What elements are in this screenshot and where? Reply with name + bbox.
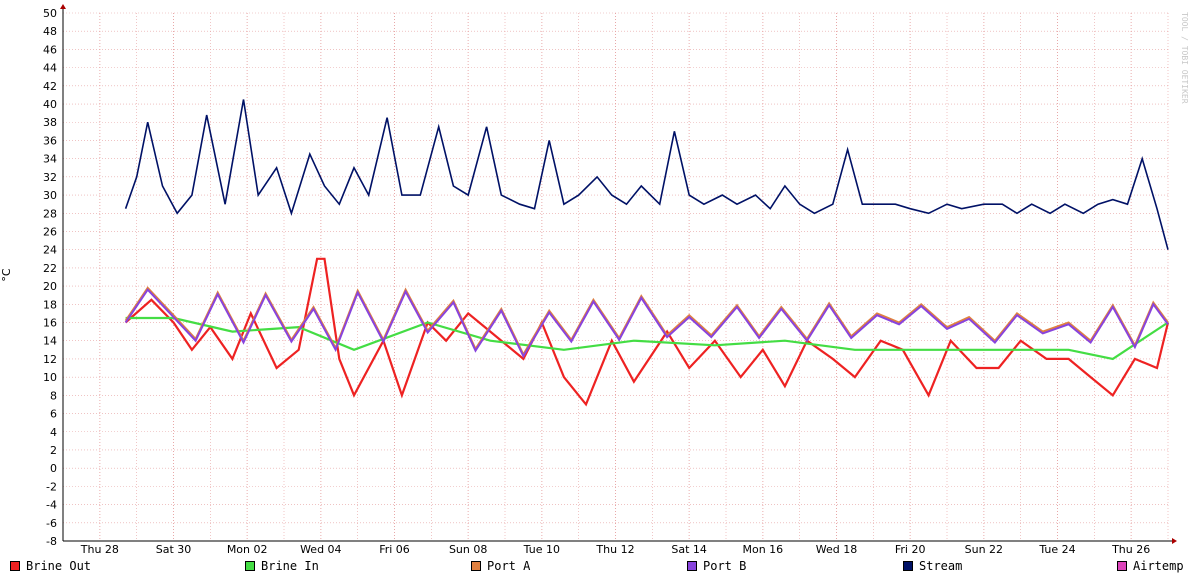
- y-tick-label: 24: [43, 244, 57, 257]
- x-tick-label: Thu 12: [595, 543, 634, 556]
- x-tick-label: Thu 26: [1111, 543, 1150, 556]
- y-tick-label: 42: [43, 80, 57, 93]
- legend-item-brine-in: Brine In: [245, 557, 319, 575]
- y-tick-label: 32: [43, 171, 57, 184]
- y-tick-label: 10: [43, 371, 57, 384]
- x-tick-label: Sat 30: [156, 543, 192, 556]
- y-tick-label: 34: [43, 153, 57, 166]
- x-tick-label: Wed 18: [816, 543, 857, 556]
- series-brine-out: [124, 257, 1170, 407]
- y-tick-label: 20: [43, 280, 57, 293]
- legend-swatch: [1117, 561, 1127, 571]
- y-tick-label: 44: [43, 62, 57, 75]
- x-tick-label: Sun 22: [965, 543, 1003, 556]
- x-tick-label: Sun 08: [449, 543, 487, 556]
- legend-item-stream: Stream: [903, 557, 962, 575]
- legend: Brine Out Brine In Port A Port B Stream Airte…: [0, 557, 1190, 575]
- y-tick-label: 50: [43, 7, 57, 20]
- y-tick-label: -8: [46, 535, 57, 548]
- y-tick-label: 48: [43, 25, 57, 38]
- y-tick-label: 18: [43, 298, 57, 311]
- legend-swatch: [687, 561, 697, 571]
- x-tick-label: Tue 10: [523, 543, 560, 556]
- x-tick-label: Fri 20: [895, 543, 926, 556]
- y-tick-label: -2: [46, 480, 57, 493]
- legend-label: Port B: [703, 559, 747, 573]
- y-tick-label: 14: [43, 335, 57, 348]
- series-port-b: [124, 288, 1169, 359]
- legend-item-port-b: Port B: [687, 557, 746, 575]
- x-tick-label: Sat 14: [671, 543, 707, 556]
- y-tick-label: 40: [43, 98, 57, 111]
- x-axis-arrow: [1172, 538, 1177, 544]
- y-tick-label: 22: [43, 262, 57, 275]
- plot-area: [124, 99, 1170, 407]
- x-tick-label: Wed 04: [300, 543, 341, 556]
- y-axis-label: °C: [0, 268, 13, 282]
- y-tick-label: 38: [43, 116, 57, 129]
- y-tick-label: 8: [50, 389, 57, 402]
- legend-label: Brine Out: [26, 559, 92, 573]
- series-brine-in: [125, 316, 1169, 361]
- legend-label: Stream: [919, 559, 963, 573]
- y-axis-arrow: [60, 4, 66, 9]
- axes: -8-6-4-202468101214161820222426283032343…: [43, 4, 1177, 556]
- legend-swatch: [471, 561, 481, 571]
- y-tick-label: 26: [43, 225, 57, 238]
- y-tick-label: 46: [43, 43, 57, 56]
- x-tick-label: Thu 28: [80, 543, 119, 556]
- y-tick-label: 12: [43, 353, 57, 366]
- legend-swatch: [245, 561, 255, 571]
- y-tick-label: -6: [46, 517, 57, 530]
- y-tick-label: 4: [50, 426, 57, 439]
- x-tick-label: Fri 06: [379, 543, 410, 556]
- y-tick-label: 16: [43, 317, 57, 330]
- x-tick-label: Tue 24: [1038, 543, 1075, 556]
- y-tick-label: -4: [46, 499, 57, 512]
- legend-label: Brine In: [261, 559, 319, 573]
- legend-item-port-a: Port A: [471, 557, 530, 575]
- grid: [62, 12, 1169, 542]
- legend-label: Airtemp: [1133, 559, 1184, 573]
- y-tick-label: 28: [43, 207, 57, 220]
- y-tick-label: 2: [50, 444, 57, 457]
- series-stream: [124, 99, 1169, 250]
- y-tick-label: 6: [50, 408, 57, 421]
- legend-label: Port A: [487, 559, 531, 573]
- temperature-chart: -8-6-4-202468101214161820222426283032343…: [0, 4, 1189, 556]
- y-tick-label: 0: [50, 462, 57, 475]
- legend-item-brine-out: Brine Out: [10, 557, 91, 575]
- legend-item-airtemp: Airtemp: [1117, 557, 1184, 575]
- watermark: TOOL / TOBI OETIKER: [1180, 12, 1189, 104]
- y-tick-label: 30: [43, 189, 57, 202]
- legend-swatch: [10, 561, 20, 571]
- x-tick-label: Mon 16: [742, 543, 783, 556]
- y-tick-label: 36: [43, 134, 57, 147]
- x-tick-label: Mon 02: [227, 543, 268, 556]
- legend-swatch: [903, 561, 913, 571]
